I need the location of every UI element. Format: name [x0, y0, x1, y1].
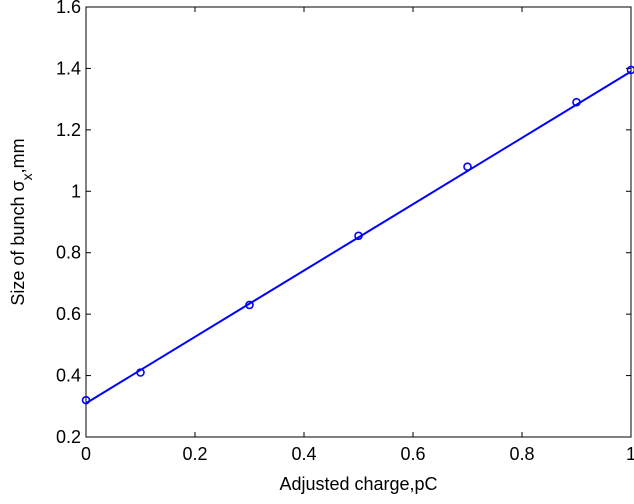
- y-tick-label: 0.4: [56, 366, 81, 386]
- x-tick-label: 0.6: [400, 444, 425, 464]
- x-tick-label: 0.8: [509, 444, 534, 464]
- y-axis-label-prefix: Size of bunch σ: [8, 180, 28, 305]
- y-axis-label-suffix: ,mm: [8, 138, 28, 173]
- y-tick-label: 0.6: [56, 304, 81, 324]
- y-tick-label: 1: [71, 181, 81, 201]
- x-tick-label: 0: [81, 444, 91, 464]
- y-axis-label-subscript: x: [19, 173, 35, 180]
- x-tick-label: 1: [626, 444, 634, 464]
- x-axis-label: Adjusted charge,pC: [279, 474, 437, 494]
- y-tick-label: 0.2: [56, 427, 81, 447]
- y-tick-label: 1.4: [56, 58, 81, 78]
- y-axis-label: Size of bunch σx,mm: [8, 138, 35, 305]
- y-tick-label: 1.2: [56, 120, 81, 140]
- x-tick-label: 0.4: [291, 444, 316, 464]
- plot-area: [86, 7, 631, 437]
- x-tick-label: 0.2: [182, 444, 207, 464]
- y-tick-label: 0.8: [56, 243, 81, 263]
- y-tick-label: 1.6: [56, 0, 81, 17]
